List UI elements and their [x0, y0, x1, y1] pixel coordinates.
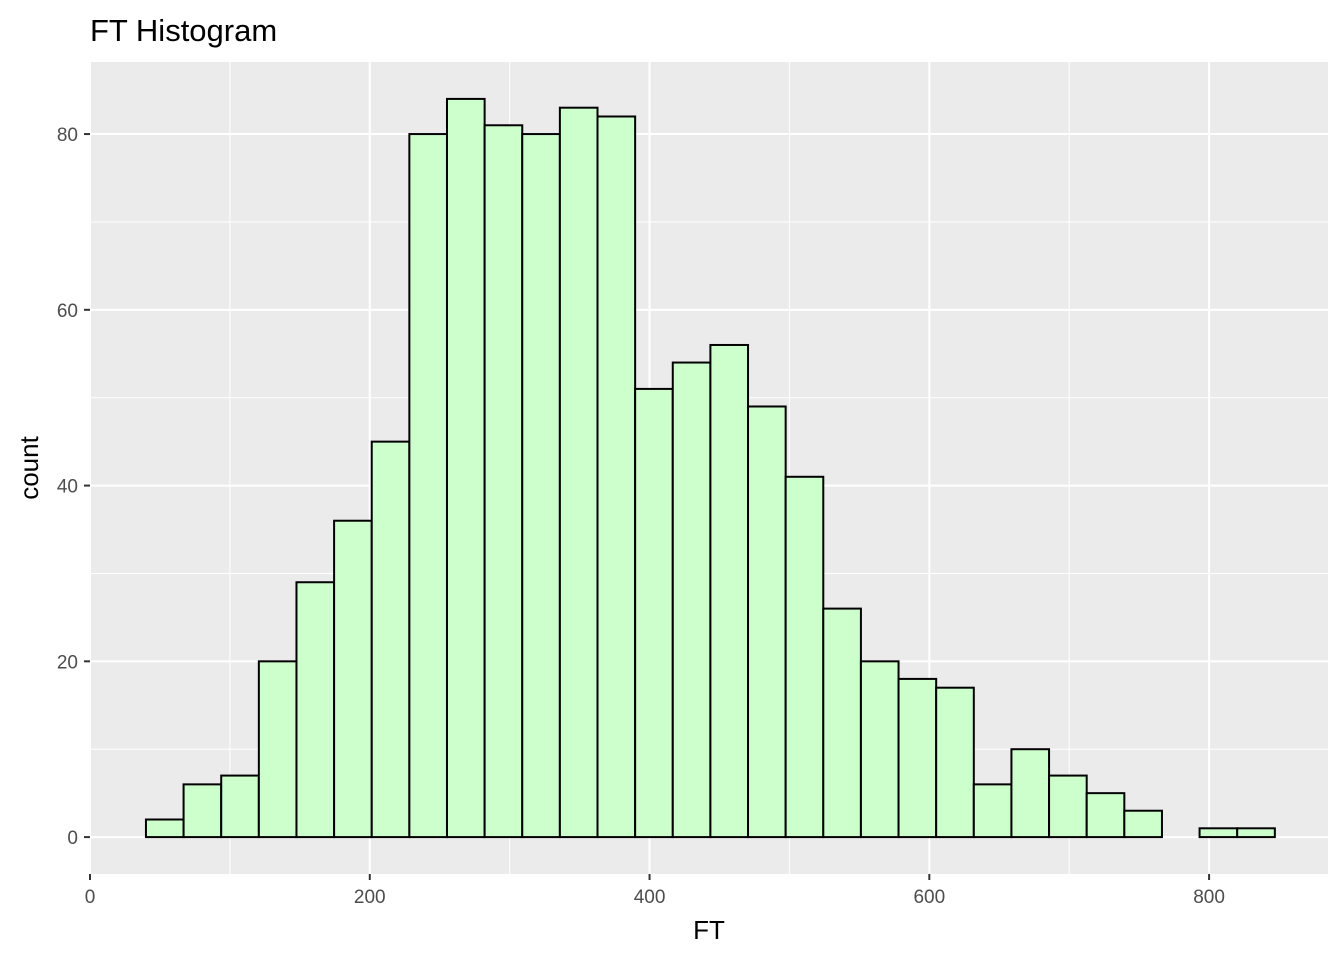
histogram-bar	[822, 607, 862, 839]
histogram-bar	[897, 677, 938, 839]
histogram-bar	[370, 440, 411, 839]
histogram-bar	[1010, 748, 1051, 839]
histogram-bar	[671, 361, 712, 839]
histogram-bar	[634, 387, 674, 839]
y-tick-label: 60	[57, 301, 78, 322]
x-tick-label: 600	[913, 887, 945, 908]
x-axis-title: FT	[693, 915, 725, 945]
y-axis-title: count	[14, 435, 44, 499]
histogram-bar	[784, 475, 825, 839]
histogram-bar	[257, 660, 298, 839]
histogram-bar	[747, 405, 787, 839]
histogram-bar	[1198, 827, 1239, 839]
histogram-bars	[144, 97, 1276, 839]
chart-title: FT Histogram	[90, 13, 277, 48]
histogram-bar	[1048, 774, 1088, 839]
x-tick-label: 800	[1193, 887, 1225, 908]
x-tick-label: 200	[354, 887, 386, 908]
histogram-bar	[596, 115, 637, 839]
histogram-bar	[935, 686, 975, 839]
histogram-bar	[220, 774, 260, 839]
histogram-bar	[1123, 809, 1163, 839]
y-tick-label: 80	[57, 125, 78, 146]
histogram-bar	[483, 124, 524, 839]
y-tick-label: 0	[67, 828, 78, 849]
histogram-bar	[182, 783, 223, 839]
histogram-bar	[972, 783, 1013, 839]
histogram-bar	[1236, 827, 1276, 839]
x-axis-ticks: 0 200 400 600 800	[85, 874, 1225, 908]
histogram-bar	[859, 660, 900, 839]
histogram-bar	[295, 581, 336, 839]
histogram-bar	[558, 106, 599, 839]
histogram-bar	[333, 519, 373, 839]
histogram-bar	[521, 133, 561, 839]
histogram-bar	[144, 818, 185, 839]
y-tick-label: 40	[57, 477, 78, 498]
y-tick-label: 20	[57, 652, 78, 673]
y-axis-ticks: 0 20 40 60 80	[57, 125, 90, 849]
histogram-bar	[709, 343, 750, 839]
histogram-bar	[445, 97, 486, 839]
x-tick-label: 0	[85, 887, 96, 908]
histogram-bar	[1085, 792, 1126, 839]
x-tick-label: 400	[634, 887, 666, 908]
histogram-bar	[408, 133, 448, 839]
